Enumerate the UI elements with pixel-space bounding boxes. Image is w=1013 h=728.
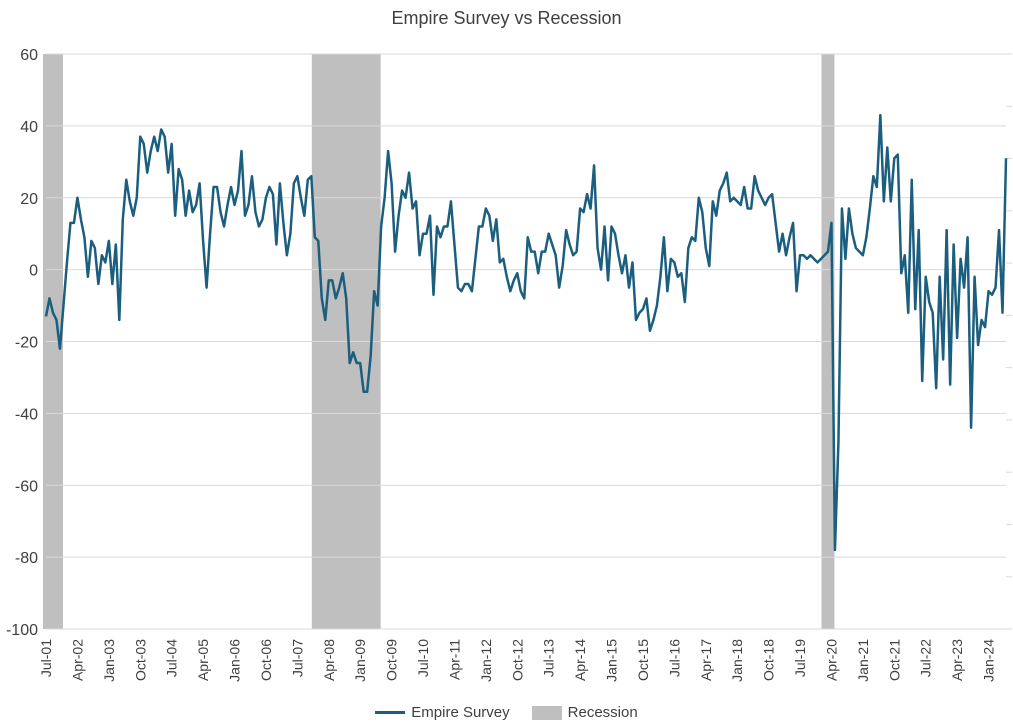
x-tick-label: Apr-20 [823, 639, 839, 681]
x-tick-label: Oct-21 [886, 639, 902, 681]
x-tick-label: Jan-18 [729, 639, 745, 682]
legend-item-empire: Empire Survey [375, 704, 510, 721]
chart-title: Empire Survey vs Recession [391, 8, 622, 28]
x-tick-label: Oct-06 [258, 639, 274, 681]
y-tick-label: -80 [15, 550, 38, 567]
x-tick-label: Jul-10 [415, 639, 431, 677]
x-tick-label: Jul-13 [541, 639, 557, 677]
x-tick-label: Jul-07 [289, 639, 305, 677]
x-tick-label: Jul-16 [666, 639, 682, 677]
x-tick-label: Apr-11 [446, 639, 462, 680]
legend-label-empire: Empire Survey [411, 704, 510, 721]
y-tick-label: -100 [6, 622, 38, 639]
x-tick-label: Apr-14 [572, 639, 588, 681]
x-tick-label: Jan-15 [604, 639, 620, 682]
y-tick-label: -40 [15, 406, 38, 423]
y-tick-label: -60 [15, 478, 38, 495]
x-tick-label: Oct-15 [635, 639, 651, 681]
x-tick-label: Jan-12 [478, 639, 494, 682]
x-tick-label: Apr-02 [69, 639, 85, 681]
legend-swatch-box [531, 705, 562, 720]
y-tick-label: 60 [20, 47, 38, 64]
x-tick-label: Apr-05 [195, 639, 211, 681]
series-line-empire-survey [44, 113, 1008, 552]
x-tick-label: Jul-19 [792, 639, 808, 677]
x-tick-label: Apr-17 [698, 639, 714, 681]
y-tick-label: 40 [20, 119, 38, 136]
x-tick-label: Jul-04 [164, 639, 180, 677]
x-tick-label: Oct-09 [384, 639, 400, 681]
x-tick-label: Oct-03 [132, 639, 148, 681]
legend: Empire Survey Recession [0, 704, 1013, 721]
x-tick-label: Oct-24 [1012, 639, 1013, 681]
legend-swatch-line [375, 711, 406, 714]
x-tick-label: Oct-18 [761, 639, 777, 681]
x-tick-label: Jul-01 [38, 639, 54, 677]
x-tick-label: Jan-24 [981, 639, 997, 682]
x-tick-label: Jan-06 [227, 639, 243, 682]
legend-item-recession: Recession [531, 704, 638, 721]
x-tick-label: Jan-21 [855, 639, 871, 682]
x-tick-label: Jan-03 [101, 639, 117, 682]
y-tick-label: -20 [15, 335, 38, 352]
y-tick-label: 20 [20, 191, 38, 208]
x-tick-label: Oct-12 [509, 639, 525, 681]
x-tick-label: Jul-22 [918, 639, 934, 677]
x-tick-label: Jan-09 [352, 639, 368, 682]
x-tick-label: Apr-08 [321, 639, 337, 681]
y-tick-label: 0 [29, 263, 38, 280]
x-tick-label: Apr-23 [949, 639, 965, 681]
legend-label-recession: Recession [567, 704, 638, 721]
